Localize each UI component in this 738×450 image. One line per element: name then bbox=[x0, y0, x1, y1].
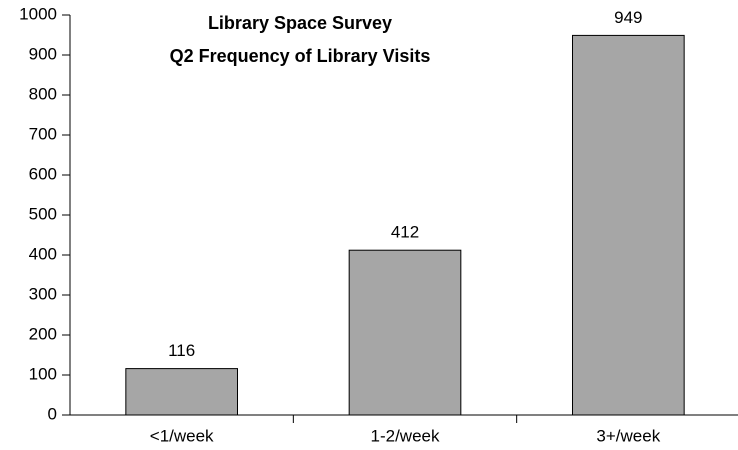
x-tick-label: 3+/week bbox=[596, 426, 660, 445]
bar bbox=[125, 368, 238, 416]
y-tick-label: 800 bbox=[29, 84, 57, 103]
bar bbox=[348, 249, 462, 416]
y-tick-label: 200 bbox=[29, 324, 57, 343]
y-tick-label: 400 bbox=[29, 244, 57, 263]
y-tick-label: 300 bbox=[29, 284, 57, 303]
value-label: 412 bbox=[391, 223, 419, 242]
y-tick-label: 700 bbox=[29, 124, 57, 143]
y-tick-label: 1000 bbox=[19, 4, 57, 23]
x-tick-label: <1/week bbox=[150, 426, 214, 445]
y-tick-label: 900 bbox=[29, 44, 57, 63]
x-tick-label: 1-2/week bbox=[371, 426, 440, 445]
bar bbox=[572, 34, 685, 416]
chart-subtitle: Q2 Frequency of Library Visits bbox=[170, 46, 431, 66]
y-tick-label: 0 bbox=[48, 404, 57, 423]
y-tick-label: 100 bbox=[29, 364, 57, 383]
value-label: 949 bbox=[614, 8, 642, 27]
y-tick-label: 600 bbox=[29, 164, 57, 183]
value-label: 116 bbox=[168, 341, 195, 360]
y-tick-label: 500 bbox=[29, 204, 57, 223]
chart-title: Library Space Survey bbox=[208, 13, 392, 33]
